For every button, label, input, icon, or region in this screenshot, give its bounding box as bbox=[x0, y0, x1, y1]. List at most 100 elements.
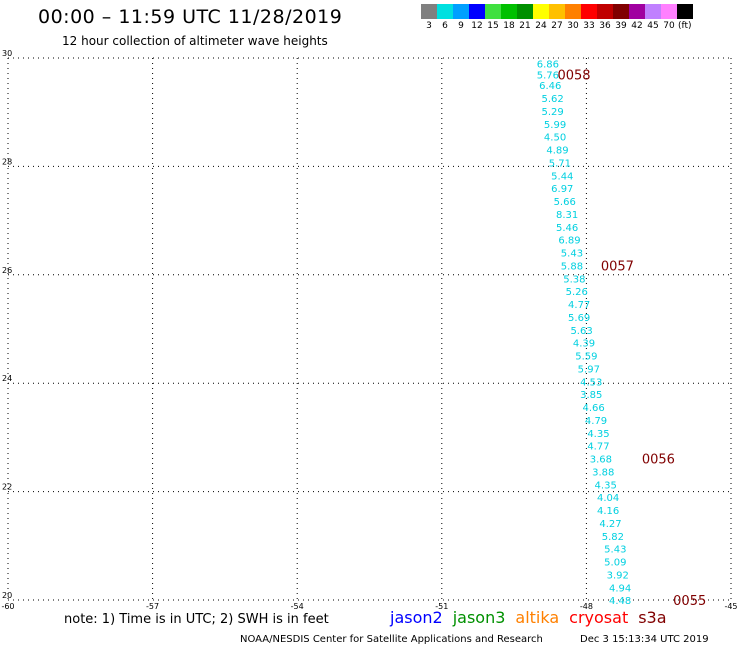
swh-data-point: 5.76 bbox=[537, 70, 559, 81]
legend-bin-label: 42 bbox=[631, 21, 643, 31]
swh-data-point: 5.46 bbox=[556, 223, 578, 234]
swh-data-point: 5.63 bbox=[570, 326, 592, 337]
legend-bin-label: (ft) bbox=[678, 21, 692, 31]
swh-data-point: 4.35 bbox=[595, 481, 617, 492]
legend-swatch bbox=[565, 4, 581, 19]
swh-data-point: 5.26 bbox=[566, 287, 588, 298]
swh-data-point: 3.88 bbox=[592, 468, 614, 479]
swh-data-point: 5.43 bbox=[561, 249, 583, 260]
swh-data-point: 4.89 bbox=[546, 146, 568, 157]
swh-data-point: 5.29 bbox=[542, 107, 564, 118]
legend-swatch bbox=[597, 4, 613, 19]
color-legend: 3 6 9 12 15 18 21 24 27 30 33 36 39 42 45 70 (ft) bbox=[421, 4, 693, 31]
satellite-jason3: jason3 bbox=[452, 608, 506, 627]
swh-data-point: 3.85 bbox=[580, 390, 602, 401]
legend-bin-label: 39 bbox=[615, 21, 627, 31]
swh-data-point: 4.35 bbox=[587, 429, 609, 440]
legend-swatch bbox=[485, 4, 501, 19]
legend-swatch bbox=[501, 4, 517, 19]
swh-data-point: 5.59 bbox=[575, 352, 597, 363]
pass-time-label: 0057 bbox=[601, 260, 634, 275]
swh-data-point: 5.09 bbox=[604, 558, 626, 569]
x-tick-label: -54 bbox=[291, 602, 304, 611]
swh-data-point: 6.89 bbox=[558, 236, 580, 247]
swh-data-point: 6.86 bbox=[537, 59, 559, 70]
swh-data-point: 4.16 bbox=[597, 506, 619, 517]
swh-data-point: 6.97 bbox=[551, 184, 573, 195]
y-tick-label: 20 bbox=[2, 591, 12, 600]
legend-bin-label: 30 bbox=[567, 21, 579, 31]
legend-swatch bbox=[629, 4, 645, 19]
swh-data-point: 5.71 bbox=[549, 159, 571, 170]
legend-bin-label: 70 bbox=[663, 21, 675, 31]
swh-data-point: 5.69 bbox=[568, 313, 590, 324]
legend-swatch bbox=[533, 4, 549, 19]
x-tick-label: -45 bbox=[724, 602, 737, 611]
x-tick-label: -51 bbox=[435, 602, 448, 611]
legend-bin-label: 6 bbox=[442, 21, 448, 31]
legend-bin-label: 3 bbox=[426, 21, 432, 31]
swh-data-point: 5.62 bbox=[542, 94, 564, 105]
legend-bin-label: 18 bbox=[503, 21, 515, 31]
legend-bin-label: 12 bbox=[471, 21, 483, 31]
legend-swatch bbox=[645, 4, 661, 19]
legend-bin-label: 15 bbox=[487, 21, 499, 31]
swh-data-point: 5.38 bbox=[563, 275, 585, 286]
swh-data-point: 5.82 bbox=[602, 532, 624, 543]
satellite-legend: jason2 jason3 altika cryosat s3a bbox=[390, 608, 677, 627]
legend-swatch bbox=[453, 4, 469, 19]
swh-data-point: 5.97 bbox=[578, 365, 600, 376]
legend-swatch bbox=[661, 4, 677, 19]
satellite-s3a: s3a bbox=[638, 608, 667, 627]
y-tick-label: 26 bbox=[2, 266, 12, 275]
legend-swatch bbox=[517, 4, 533, 19]
swh-data-point: 4.53 bbox=[580, 378, 602, 389]
y-tick-label: 28 bbox=[2, 157, 12, 166]
swh-data-point: 4.79 bbox=[585, 416, 607, 427]
y-tick-label: 24 bbox=[2, 374, 12, 383]
swh-data-point: 4.04 bbox=[597, 493, 619, 504]
swh-data-point: 4.50 bbox=[544, 133, 566, 144]
swh-data-point: 3.92 bbox=[607, 571, 629, 582]
legend-bin-label: 33 bbox=[583, 21, 595, 31]
swh-data-point: 8.31 bbox=[556, 210, 578, 221]
swh-data-point: 5.66 bbox=[554, 197, 576, 208]
legend-swatches bbox=[421, 4, 693, 19]
swh-data-point: 5.99 bbox=[544, 120, 566, 131]
chart-subtitle: 12 hour collection of altimeter wave hei… bbox=[62, 34, 328, 48]
y-tick-label: 30 bbox=[2, 49, 12, 58]
swh-data-point: 4.48 bbox=[609, 596, 631, 607]
pass-time-label: 0055 bbox=[673, 594, 706, 609]
generated-timestamp: Dec 3 15:13:34 UTC 2019 bbox=[580, 634, 709, 645]
y-tick-label: 22 bbox=[2, 483, 12, 492]
x-tick-label: -48 bbox=[580, 602, 593, 611]
swh-data-point: 5.88 bbox=[561, 262, 583, 273]
legend-swatch bbox=[421, 4, 437, 19]
legend-bin-label: 9 bbox=[458, 21, 464, 31]
legend-bin-label: 45 bbox=[647, 21, 659, 31]
swh-data-point: 4.77 bbox=[568, 300, 590, 311]
legend-swatch bbox=[613, 4, 629, 19]
pass-time-label: 0056 bbox=[642, 453, 675, 468]
swh-data-point: 5.43 bbox=[604, 545, 626, 556]
satellite-jason2: jason2 bbox=[390, 608, 443, 627]
swh-data-point: 4.94 bbox=[609, 584, 631, 595]
swh-data-point: 4.27 bbox=[599, 519, 621, 530]
footer-note: note: 1) Time is in UTC; 2) SWH is in fe… bbox=[64, 612, 329, 627]
swh-data-point: 3.68 bbox=[590, 455, 612, 466]
legend-swatch bbox=[677, 4, 693, 19]
legend-swatch bbox=[549, 4, 565, 19]
swh-data-point: 4.77 bbox=[587, 442, 609, 453]
legend-swatch bbox=[581, 4, 597, 19]
x-tick-label: -60 bbox=[1, 602, 14, 611]
chart-title: 00:00 – 11:59 UTC 11/28/2019 bbox=[38, 6, 343, 28]
swh-data-point: 5.44 bbox=[551, 172, 573, 183]
x-tick-label: -57 bbox=[146, 602, 159, 611]
legend-labels: 3 6 9 12 15 18 21 24 27 30 33 36 39 42 45 70 (ft) bbox=[421, 21, 693, 31]
pass-time-label: 0058 bbox=[557, 68, 590, 83]
swh-data-point: 4.66 bbox=[582, 403, 604, 414]
swh-data-point: 4.39 bbox=[573, 339, 595, 350]
legend-bin-label: 36 bbox=[599, 21, 611, 31]
legend-bin-label: 21 bbox=[519, 21, 531, 31]
